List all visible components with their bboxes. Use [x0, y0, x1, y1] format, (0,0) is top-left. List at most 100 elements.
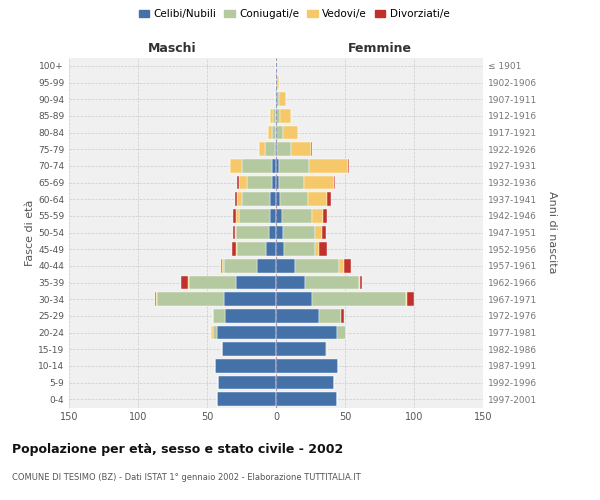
- Bar: [276, 242, 284, 256]
- Bar: [277, 142, 291, 156]
- Bar: [217, 392, 276, 406]
- Bar: [291, 142, 311, 156]
- Bar: [281, 209, 312, 222]
- Bar: [276, 392, 337, 406]
- Bar: [272, 176, 276, 190]
- Bar: [283, 226, 314, 239]
- Text: Maschi: Maschi: [148, 42, 197, 55]
- Bar: [326, 342, 327, 356]
- Bar: [271, 192, 276, 206]
- Bar: [277, 76, 279, 90]
- Bar: [236, 242, 238, 256]
- Bar: [311, 142, 312, 156]
- Bar: [276, 359, 338, 372]
- Bar: [259, 142, 265, 156]
- Bar: [236, 226, 269, 239]
- Bar: [276, 126, 283, 140]
- Bar: [222, 259, 224, 272]
- Bar: [233, 226, 235, 239]
- Bar: [323, 209, 327, 222]
- Bar: [279, 159, 309, 172]
- Bar: [305, 276, 359, 289]
- Bar: [224, 292, 276, 306]
- Bar: [236, 276, 276, 289]
- Bar: [280, 109, 291, 122]
- Bar: [224, 259, 257, 272]
- Bar: [238, 192, 241, 206]
- Bar: [266, 242, 276, 256]
- Bar: [276, 142, 277, 156]
- Bar: [337, 326, 346, 340]
- Bar: [279, 92, 286, 106]
- Text: Femmine: Femmine: [347, 42, 412, 55]
- Bar: [322, 226, 326, 239]
- Bar: [312, 209, 323, 222]
- Bar: [314, 226, 322, 239]
- Bar: [309, 159, 348, 172]
- Bar: [222, 342, 276, 356]
- Bar: [284, 242, 314, 256]
- Bar: [276, 342, 326, 356]
- Legend: Celibi/Nubili, Coniugati/e, Vedovi/e, Divorziati/e: Celibi/Nubili, Coniugati/e, Vedovi/e, Di…: [134, 5, 454, 24]
- Bar: [276, 76, 277, 90]
- Text: COMUNE DI TESIMO (BZ) - Dati ISTAT 1° gennaio 2002 - Elaborazione TUTTITALIA.IT: COMUNE DI TESIMO (BZ) - Dati ISTAT 1° ge…: [12, 472, 361, 482]
- Bar: [341, 309, 344, 322]
- Bar: [271, 109, 273, 122]
- Bar: [308, 192, 327, 206]
- Bar: [359, 276, 360, 289]
- Bar: [265, 142, 275, 156]
- Bar: [238, 176, 239, 190]
- Bar: [235, 226, 236, 239]
- Bar: [272, 159, 276, 172]
- Bar: [236, 209, 239, 222]
- Bar: [235, 192, 238, 206]
- Bar: [233, 209, 236, 222]
- Bar: [276, 226, 283, 239]
- Bar: [348, 159, 349, 172]
- Bar: [157, 292, 224, 306]
- Bar: [319, 242, 327, 256]
- Bar: [257, 259, 276, 272]
- Bar: [241, 159, 272, 172]
- Bar: [276, 326, 337, 340]
- Bar: [155, 292, 156, 306]
- Bar: [295, 259, 340, 272]
- Bar: [232, 242, 236, 256]
- Bar: [212, 326, 217, 340]
- Y-axis label: Fasce di età: Fasce di età: [25, 200, 35, 266]
- Bar: [247, 176, 272, 190]
- Bar: [276, 209, 281, 222]
- Bar: [280, 192, 308, 206]
- Bar: [279, 176, 304, 190]
- Bar: [272, 126, 276, 140]
- Bar: [406, 292, 407, 306]
- Bar: [189, 276, 236, 289]
- Bar: [276, 292, 312, 306]
- Bar: [407, 292, 414, 306]
- Bar: [242, 192, 271, 206]
- Bar: [275, 92, 276, 106]
- Bar: [181, 276, 188, 289]
- Bar: [276, 259, 295, 272]
- Y-axis label: Anni di nascita: Anni di nascita: [547, 191, 557, 274]
- Bar: [221, 259, 222, 272]
- Bar: [238, 242, 266, 256]
- Text: Popolazione per età, sesso e stato civile - 2002: Popolazione per età, sesso e stato civil…: [12, 442, 343, 456]
- Bar: [225, 309, 276, 322]
- Bar: [271, 209, 276, 222]
- Bar: [304, 176, 334, 190]
- Bar: [212, 309, 225, 322]
- Bar: [340, 259, 344, 272]
- Bar: [276, 176, 279, 190]
- Bar: [268, 126, 272, 140]
- Bar: [276, 92, 279, 106]
- Bar: [211, 326, 212, 340]
- Bar: [319, 309, 341, 322]
- Bar: [314, 242, 319, 256]
- Bar: [276, 109, 280, 122]
- Bar: [230, 159, 241, 172]
- Bar: [312, 292, 406, 306]
- Bar: [276, 276, 305, 289]
- Bar: [276, 159, 279, 172]
- Bar: [218, 376, 276, 390]
